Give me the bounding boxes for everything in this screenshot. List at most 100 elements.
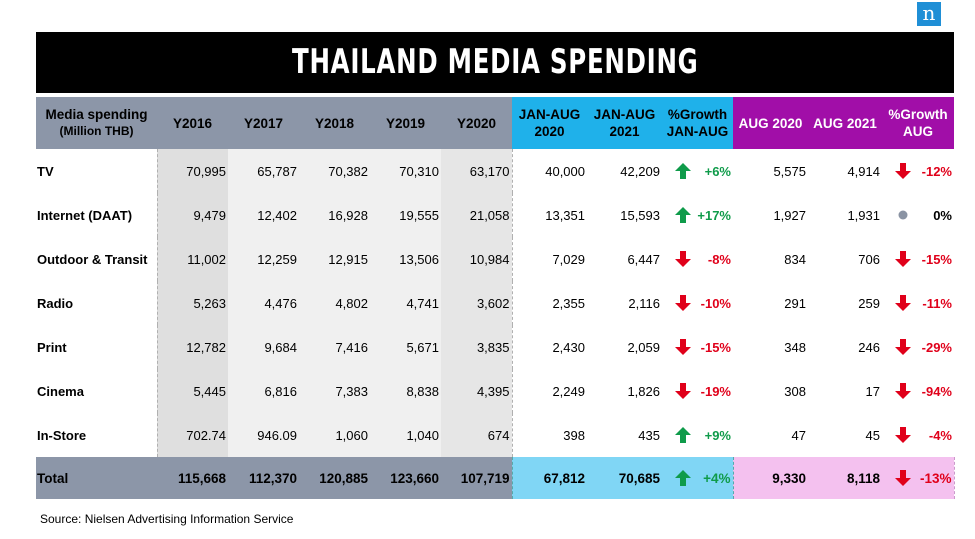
- up-arrow-icon: [675, 163, 691, 179]
- aug-2021-value: 1,931: [808, 193, 882, 237]
- year-value: 8,838: [370, 369, 441, 413]
- down-arrow-icon: [675, 339, 691, 355]
- year-value: 70,310: [370, 149, 441, 193]
- growth-janaug-value: +4%: [703, 470, 731, 486]
- growth-aug: -12%: [882, 149, 954, 193]
- year-value: 10,984: [441, 237, 513, 281]
- table-row: Cinema 5,445 6,816 7,383 8,838 4,395 2,249 1,82…: [36, 369, 954, 413]
- header-janaug-2020-line1: JAN-AUG: [518, 107, 581, 122]
- row-label: Radio: [36, 281, 157, 325]
- aug-2021-value: 45: [808, 413, 882, 457]
- header-janaug-2021: JAN-AUG 2021: [587, 97, 662, 149]
- row-label: Print: [36, 325, 157, 369]
- header-media-spending: Media spending (Million THB): [36, 97, 157, 149]
- janaug-2021-value: 2,116: [587, 281, 662, 325]
- janaug-2020-value: 67,812: [511, 457, 587, 499]
- year-value: 4,741: [370, 281, 441, 325]
- aug-2020-value: 834: [733, 237, 808, 281]
- year-value: 7,416: [299, 325, 370, 369]
- down-arrow-icon: [675, 295, 691, 311]
- year-value: 12,782: [156, 325, 228, 369]
- year-value: 115,668: [157, 457, 228, 499]
- row-label: Total: [36, 457, 157, 499]
- janaug-2020-value: 2,249: [512, 369, 587, 413]
- growth-aug: 0%: [882, 193, 954, 237]
- growth-aug-value: 0%: [933, 207, 952, 223]
- janaug-2021-value: 2,059: [587, 325, 662, 369]
- growth-janaug: +6%: [662, 149, 733, 193]
- year-value: 4,476: [228, 281, 299, 325]
- growth-aug: -13%: [882, 457, 955, 499]
- year-value: 702.74: [156, 413, 228, 457]
- year-value: 70,382: [299, 149, 370, 193]
- growth-aug-value: -11%: [922, 295, 952, 311]
- header-aug-2021: AUG 2021: [808, 97, 882, 149]
- growth-janaug: -19%: [662, 369, 733, 413]
- janaug-2021-value: 70,685: [587, 457, 662, 499]
- header-janaug-2020-line2: 2020: [534, 124, 565, 139]
- up-arrow-icon: [675, 470, 691, 486]
- year-value: 7,383: [299, 369, 370, 413]
- source-note: Source: Nielsen Advertising Information …: [40, 512, 294, 526]
- total-row: Total 115,668 112,370 120,885 123,660 107,719…: [36, 457, 955, 499]
- up-arrow-icon: [675, 427, 691, 443]
- year-value: 5,671: [370, 325, 441, 369]
- growth-janaug-value: -19%: [700, 383, 731, 399]
- media-spending-table: Media spending (Million THB) Y2016 Y2017…: [36, 97, 955, 499]
- growth-janaug-value: +6%: [704, 163, 731, 179]
- table-row: In-Store 702.74 946.09 1,060 1,040 674 398 435 +…: [36, 413, 954, 457]
- header-y2018: Y2018: [299, 97, 370, 149]
- janaug-2021-value: 15,593: [587, 193, 662, 237]
- down-arrow-icon: [895, 470, 911, 486]
- row-label: Outdoor & Transit: [36, 237, 157, 281]
- header-janaug-2021-line2: 2021: [609, 124, 640, 139]
- year-value: 120,885: [299, 457, 370, 499]
- year-value: 70,995: [156, 149, 228, 193]
- year-value: 9,479: [156, 193, 228, 237]
- header-media-label: Media spending: [45, 107, 148, 122]
- janaug-2021-value: 1,826: [587, 369, 662, 413]
- header-unit-label: (Million THB): [59, 124, 134, 138]
- aug-2021-value: 4,914: [808, 149, 882, 193]
- aug-2020-value: 5,575: [733, 149, 808, 193]
- janaug-2021-value: 435: [587, 413, 662, 457]
- growth-aug-value: -13%: [919, 470, 952, 486]
- table-row: TV 70,995 65,787 70,382 70,310 63,170 40,000 42…: [36, 149, 954, 193]
- header-janaug-2020: JAN-AUG 2020: [512, 97, 587, 149]
- growth-aug: -4%: [882, 413, 954, 457]
- growth-janaug-value: +9%: [704, 427, 731, 443]
- nielsen-logo: n: [917, 2, 941, 26]
- header-row: Media spending (Million THB) Y2016 Y2017…: [36, 97, 954, 149]
- down-arrow-icon: [895, 251, 911, 267]
- janaug-2020-value: 2,430: [512, 325, 587, 369]
- growth-aug: -94%: [882, 369, 954, 413]
- header-y2017: Y2017: [228, 97, 299, 149]
- growth-janaug: +9%: [662, 413, 733, 457]
- down-arrow-icon: [895, 295, 911, 311]
- year-value: 3,602: [441, 281, 513, 325]
- growth-janaug: -10%: [662, 281, 733, 325]
- janaug-2021-value: 42,209: [587, 149, 662, 193]
- aug-2020-value: 308: [733, 369, 808, 413]
- header-aug-2020: AUG 2020: [733, 97, 808, 149]
- aug-2020-value: 47: [733, 413, 808, 457]
- up-arrow-icon: [675, 207, 691, 223]
- header-y2020: Y2020: [441, 97, 512, 149]
- year-value: 107,719: [441, 457, 512, 499]
- year-value: 5,445: [156, 369, 228, 413]
- aug-2021-value: 259: [808, 281, 882, 325]
- year-value: 11,002: [156, 237, 228, 281]
- year-value: 12,402: [228, 193, 299, 237]
- table-row: Radio 5,263 4,476 4,802 4,741 3,602 2,355 2,116…: [36, 281, 954, 325]
- down-arrow-icon: [675, 251, 691, 267]
- year-value: 12,915: [299, 237, 370, 281]
- header-growth-aug: %Growth AUG: [882, 97, 954, 149]
- row-label: Internet (DAAT): [36, 193, 157, 237]
- aug-2021-value: 706: [808, 237, 882, 281]
- table-row: Internet (DAAT) 9,479 12,402 16,928 19,555 21…: [36, 193, 954, 237]
- year-value: 4,802: [299, 281, 370, 325]
- growth-janaug: +17%: [662, 193, 733, 237]
- aug-2021-value: 17: [808, 369, 882, 413]
- growth-aug: -15%: [882, 237, 954, 281]
- growth-aug: -11%: [882, 281, 954, 325]
